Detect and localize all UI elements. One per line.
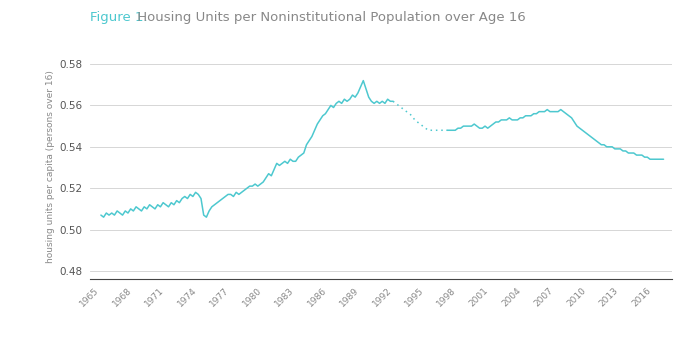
Text: Housing Units per Noninstitutional Population over Age 16: Housing Units per Noninstitutional Popul…	[133, 11, 526, 24]
Text: Figure 1.: Figure 1.	[90, 11, 148, 24]
Y-axis label: housing units per capita (persons over 16): housing units per capita (persons over 1…	[46, 70, 55, 263]
